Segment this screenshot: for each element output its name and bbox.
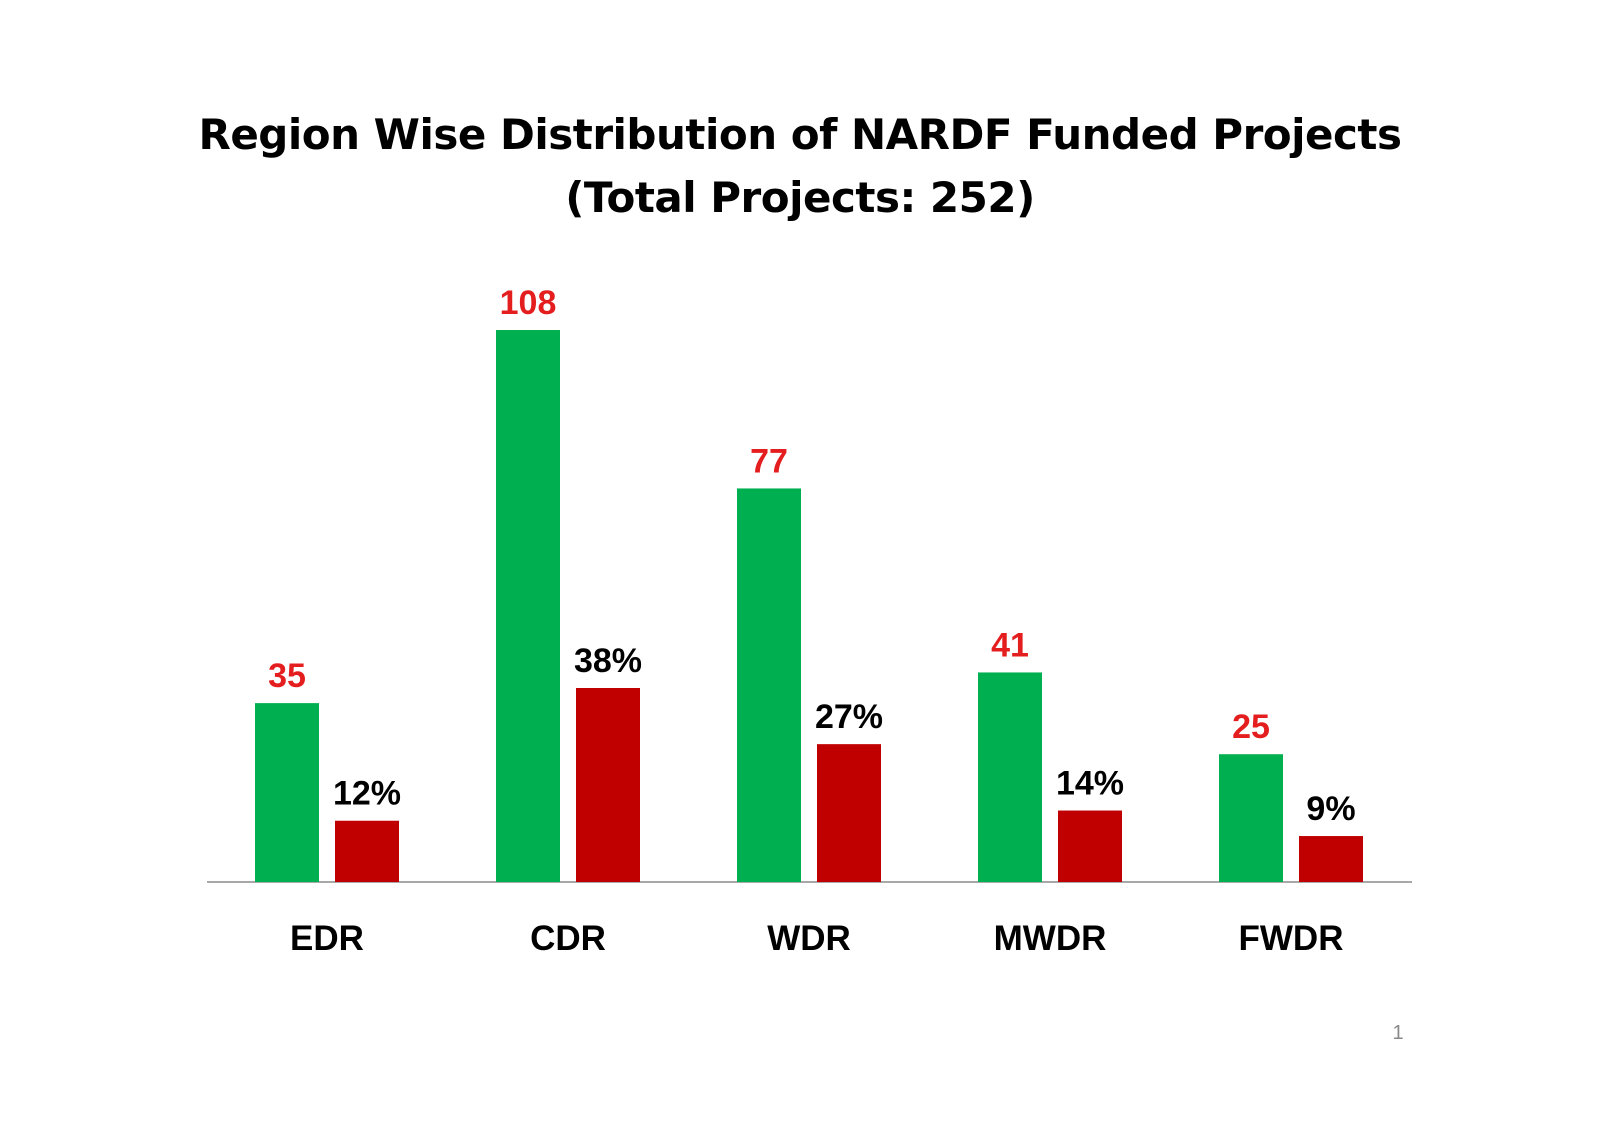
data-label-fwdr-series-2: 9%: [1306, 790, 1355, 828]
category-label-wdr: WDR: [767, 919, 851, 958]
category-label-fwdr: FWDR: [1239, 919, 1344, 958]
category-label-cdr: CDR: [530, 919, 606, 958]
data-label-cdr-series-1: 108: [500, 284, 557, 322]
bar-edr-series-1: [255, 703, 319, 882]
data-label-cdr-series-2: 38%: [574, 642, 642, 680]
data-label-wdr-series-2: 27%: [815, 698, 883, 736]
bar-wdr-series-1: [737, 488, 801, 882]
chart-title: Region Wise Distribution of NARDF Funded…: [198, 110, 1402, 159]
bar-edr-series-2: [335, 820, 399, 882]
bar-cdr-series-2: [576, 688, 640, 882]
category-label-mwdr: MWDR: [994, 919, 1107, 958]
data-label-edr-series-1: 35: [268, 657, 306, 695]
bar-cdr-series-1: [496, 330, 560, 882]
data-label-mwdr-series-2: 14%: [1056, 765, 1124, 803]
bar-mwdr-series-2: [1058, 810, 1122, 882]
data-label-edr-series-2: 12%: [333, 775, 401, 813]
bar-mwdr-series-1: [978, 672, 1042, 882]
data-label-wdr-series-1: 77: [750, 442, 788, 480]
bar-fwdr-series-1: [1219, 754, 1283, 882]
data-label-fwdr-series-1: 25: [1232, 708, 1270, 746]
bar-wdr-series-2: [817, 744, 881, 882]
chart-subtitle: (Total Projects: 252): [565, 173, 1035, 222]
data-label-mwdr-series-1: 41: [991, 626, 1029, 664]
page-number: 1: [1392, 1022, 1404, 1044]
category-label-edr: EDR: [290, 919, 364, 958]
bar-fwdr-series-2: [1299, 836, 1363, 882]
